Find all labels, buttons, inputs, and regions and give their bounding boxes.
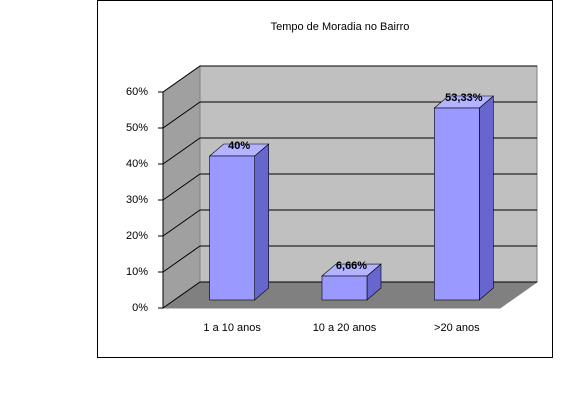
y-tick-label: 50% [126,122,148,134]
grid-line [162,173,201,201]
y-tick-label: 30% [126,194,148,206]
value-label: 40% [228,140,250,152]
x-tick-label: 1 a 10 anos [203,322,261,334]
grid-line [162,245,201,273]
grid-line [162,101,201,129]
bar [209,155,255,301]
bar [321,275,368,301]
value-label: 53,33% [445,92,483,104]
x-tick-label: >20 anos [434,322,480,334]
y-tick-label: 40% [126,158,148,170]
y-tick-label: 60% [126,86,148,98]
grid-line [162,209,201,237]
chart-title: Tempo de Moradia no Bairro [271,21,410,33]
bar-side [254,143,269,301]
grid-line [162,65,201,93]
x-tick-label: 10 a 20 anos [313,322,377,334]
bar [434,107,480,301]
grid-line [162,281,201,309]
grid-line [162,137,201,165]
y-tick-label: 20% [126,230,148,242]
bar-side [479,95,494,301]
value-label: 6,66% [336,260,367,272]
y-tick-label: 10% [126,266,148,278]
y-tick-label: 0% [132,302,148,314]
